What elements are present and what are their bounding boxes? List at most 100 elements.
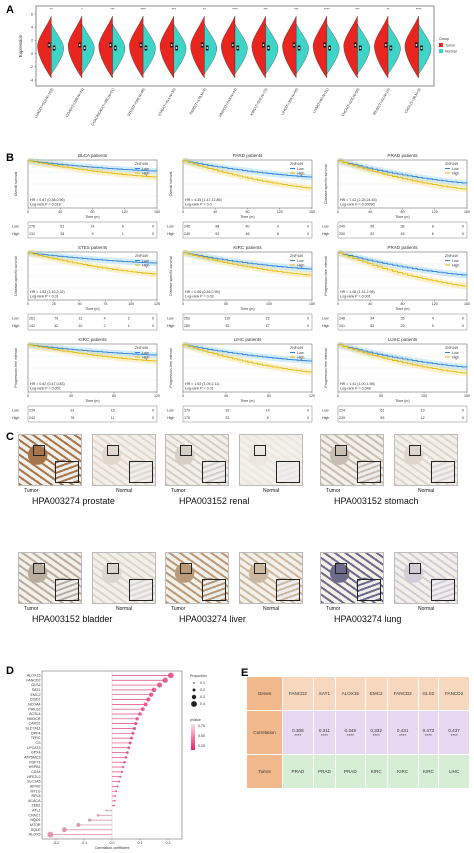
lollipop-gene-label: ATL1 — [32, 809, 40, 813]
corr-cell: EMC2 — [364, 676, 388, 711]
km-xtick: 80 — [112, 394, 116, 398]
violin-group-label: STES(T=599,N=48) — [127, 88, 146, 118]
lollipop-point — [132, 726, 136, 731]
km-xtick: 0 — [182, 302, 184, 306]
violin-tumor-half — [404, 15, 419, 79]
corr-cell-value: FANCD2 — [445, 691, 464, 696]
ihc-zoom-box — [409, 563, 421, 574]
lollipop-color-label: 0.75 — [198, 724, 205, 728]
km-pvalue: Log-rank P = 0.01 — [185, 387, 214, 391]
km-risk-low-label: Low — [322, 225, 329, 229]
km-risk-low-count: 14 — [91, 225, 95, 229]
km-plot: KIRC patients Disease-specific survival ZN… — [167, 245, 315, 331]
lollipop-point — [149, 692, 154, 697]
km-risk-high-label: High — [322, 324, 329, 328]
lollipop-gene-label: MT1G — [31, 789, 41, 793]
km-xtick: 160 — [464, 210, 470, 214]
corr-cell: 0.473 **** — [417, 710, 440, 755]
km-risk-high-count: 28 — [60, 232, 64, 236]
km-risk-high-count: 8 — [277, 232, 279, 236]
lollipop-point — [120, 770, 123, 774]
lollipop-gene-label: GPX4 — [31, 751, 41, 755]
violin-chart: 6 4 2 0 -2 -4 Expression ** LUAD(T=513,N=109) * CO… — [18, 5, 457, 127]
km-curve-low — [338, 344, 468, 368]
km-risk-low-count: 246 — [184, 225, 190, 229]
violin-normal-median — [114, 47, 117, 49]
lollipop-gene-label: SQLE — [31, 828, 41, 832]
ihc-normal-image — [394, 552, 458, 604]
km-ci-low — [28, 342, 157, 359]
lollipop-gene-label: CISD1 — [30, 698, 41, 702]
km-risk-high-count: 1 — [128, 324, 130, 328]
km-xtick: 150 — [464, 394, 470, 398]
km-risk-high-label: High — [12, 324, 19, 328]
km-plot: PRAD patients Progression-free interval ZN… — [322, 245, 470, 331]
ihc-normal-image — [92, 552, 156, 604]
km-xtick: 75 — [103, 302, 107, 306]
ihc-tumor-label: Tumor — [326, 488, 341, 494]
km-risk-high-label: High — [167, 416, 174, 420]
km-xlabel: Time (m) — [85, 307, 99, 311]
km-xtick: 0 — [27, 394, 29, 398]
violin-tumor-median — [415, 44, 418, 46]
km-curve-high — [183, 344, 313, 373]
km-risk-high-label: High — [12, 416, 19, 420]
km-ylabel: Disease-specific survival — [14, 256, 18, 296]
violin-normal-half — [234, 23, 248, 75]
ihc-normal-label: Normal — [116, 606, 133, 612]
ihc-zoom-inset — [357, 461, 381, 483]
km-risk-low-count: 261 — [29, 317, 35, 321]
km-risk-low-label: Low — [12, 317, 19, 321]
ihc-tumor-image — [320, 434, 384, 486]
violin-tumor-median — [384, 44, 387, 46]
lollipop-point — [124, 756, 128, 759]
km-xtick: 0 — [182, 210, 184, 214]
km-hr: HR = 0.66 (0.46,0.95) — [185, 290, 220, 294]
violin-normal-median — [206, 47, 209, 49]
km-risk-low-label: Low — [12, 409, 19, 413]
violin-group-label: READ(T=92,N=10) — [372, 88, 391, 116]
lollipop-xtick: 0.1 — [138, 841, 143, 845]
ihc-tumor-image — [165, 552, 229, 604]
ihc-zoom-box — [107, 445, 119, 456]
km-ci-high — [183, 342, 312, 376]
km-risk-high-count: 2 — [104, 324, 106, 328]
km-risk-high-count: 17 — [266, 324, 270, 328]
ihc-caption: HPA003152 renal — [179, 496, 250, 506]
km-curve-high — [183, 160, 313, 189]
corr-cell-stars: **** — [372, 732, 380, 738]
km-xtick: 40 — [213, 210, 217, 214]
lollipop-gene-label: SLC1A5 — [27, 780, 40, 784]
km-risk-low-count: 4 — [432, 317, 434, 321]
violin-ytick: 2 — [31, 39, 33, 43]
corr-cell-value: ALOX15 — [341, 691, 359, 696]
km-risk-high-label: High — [167, 232, 174, 236]
km-risk-low-count: 179 — [184, 409, 190, 413]
km-legend-low: Low — [452, 259, 459, 263]
ihc-zoom-box — [335, 445, 347, 456]
violin-significance: **** — [140, 8, 146, 12]
km-risk-low-count: 4 — [104, 317, 106, 321]
km-risk-low-count: 252 — [184, 317, 190, 321]
violin-legend-swatch — [439, 49, 443, 53]
km-risk-high-count: 8 — [432, 232, 434, 236]
corr-cell-value: 0.437 — [448, 727, 460, 733]
lollipop-color-bar — [191, 724, 195, 750]
corr-cell-value: 0.332 — [370, 727, 382, 733]
ihc-zoom-inset — [276, 461, 300, 483]
lollipop-point — [131, 731, 135, 735]
violin-group-label: PAAD(T=178,N=4) — [189, 88, 207, 116]
corr-row: Tumor PRAD PRAD PRAD KIRC KIRC KIRC LIHC — [246, 754, 470, 789]
ihc-zoom-box — [254, 445, 266, 456]
km-risk-high-count: 9 — [92, 232, 94, 236]
violin-group-label: UVM(T=80,N=11) — [312, 88, 330, 114]
lollipop-point — [61, 827, 67, 833]
lollipop-gene-label: ZEB1 — [32, 804, 41, 808]
violin-tumor-median — [262, 44, 265, 46]
km-pvalue: Log-rank P = 0.018 — [30, 203, 61, 207]
km-xtick: 0 — [337, 210, 339, 214]
lollipop-size-swatch — [192, 688, 196, 692]
lollipop-gene-label: ATP5MC3 — [24, 756, 40, 760]
km-curve-low — [183, 344, 313, 362]
